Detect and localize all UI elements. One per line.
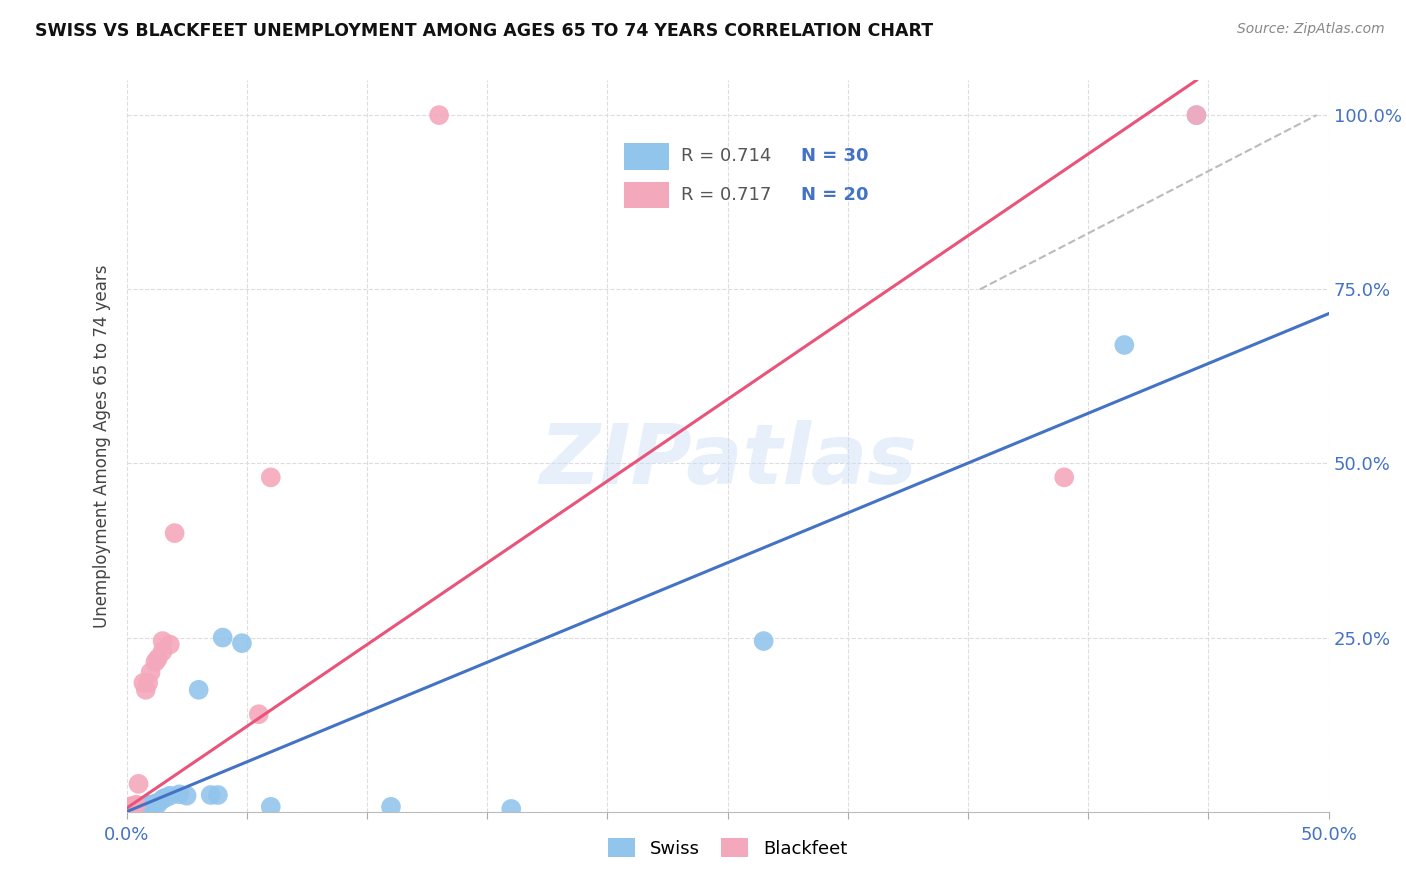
- Point: [1185, 108, 1208, 122]
- Point: [125, 797, 148, 812]
- Point: [135, 682, 157, 697]
- Point: [1114, 338, 1136, 352]
- Bar: [624, 144, 669, 169]
- Point: [132, 799, 155, 814]
- Point: [152, 634, 174, 648]
- Point: [125, 801, 148, 815]
- Point: [169, 787, 191, 801]
- Point: [187, 682, 209, 697]
- Point: [200, 788, 222, 802]
- Legend: Swiss, Blackfeet: Swiss, Blackfeet: [600, 831, 855, 865]
- Text: N = 30: N = 30: [801, 147, 869, 166]
- Point: [501, 802, 523, 816]
- Point: [128, 777, 150, 791]
- Point: [139, 665, 162, 680]
- Bar: [624, 182, 669, 208]
- Point: [136, 797, 159, 812]
- Text: R = 0.717: R = 0.717: [682, 186, 772, 204]
- Point: [128, 799, 150, 814]
- Point: [146, 797, 169, 811]
- Point: [145, 655, 167, 669]
- Point: [211, 631, 233, 645]
- Point: [163, 526, 186, 541]
- Y-axis label: Unemployment Among Ages 65 to 74 years: Unemployment Among Ages 65 to 74 years: [93, 264, 111, 628]
- Point: [152, 644, 174, 658]
- Text: ZIPatlas: ZIPatlas: [538, 420, 917, 501]
- Point: [152, 792, 174, 806]
- Text: R = 0.714: R = 0.714: [682, 147, 772, 166]
- Point: [260, 800, 283, 814]
- Point: [153, 790, 176, 805]
- Text: N = 20: N = 20: [801, 186, 869, 204]
- Point: [122, 799, 145, 814]
- Point: [120, 802, 142, 816]
- Point: [159, 638, 181, 652]
- Point: [145, 797, 167, 811]
- Point: [142, 797, 165, 812]
- Text: SWISS VS BLACKFEET UNEMPLOYMENT AMONG AGES 65 TO 74 YEARS CORRELATION CHART: SWISS VS BLACKFEET UNEMPLOYMENT AMONG AG…: [35, 22, 934, 40]
- Point: [118, 803, 141, 817]
- Point: [176, 789, 198, 803]
- Point: [135, 798, 157, 813]
- Point: [118, 801, 141, 815]
- Point: [260, 470, 283, 484]
- Text: Source: ZipAtlas.com: Source: ZipAtlas.com: [1237, 22, 1385, 37]
- Point: [427, 108, 450, 122]
- Point: [146, 651, 169, 665]
- Point: [132, 676, 155, 690]
- Point: [231, 636, 253, 650]
- Point: [120, 799, 142, 814]
- Point: [159, 789, 181, 803]
- Point: [247, 707, 270, 722]
- Point: [136, 676, 159, 690]
- Point: [380, 800, 402, 814]
- Point: [207, 788, 229, 802]
- Point: [128, 800, 150, 814]
- Point: [1053, 470, 1076, 484]
- Point: [129, 800, 152, 814]
- Point: [122, 802, 145, 816]
- Point: [752, 634, 775, 648]
- Point: [1185, 108, 1208, 122]
- Point: [139, 798, 162, 813]
